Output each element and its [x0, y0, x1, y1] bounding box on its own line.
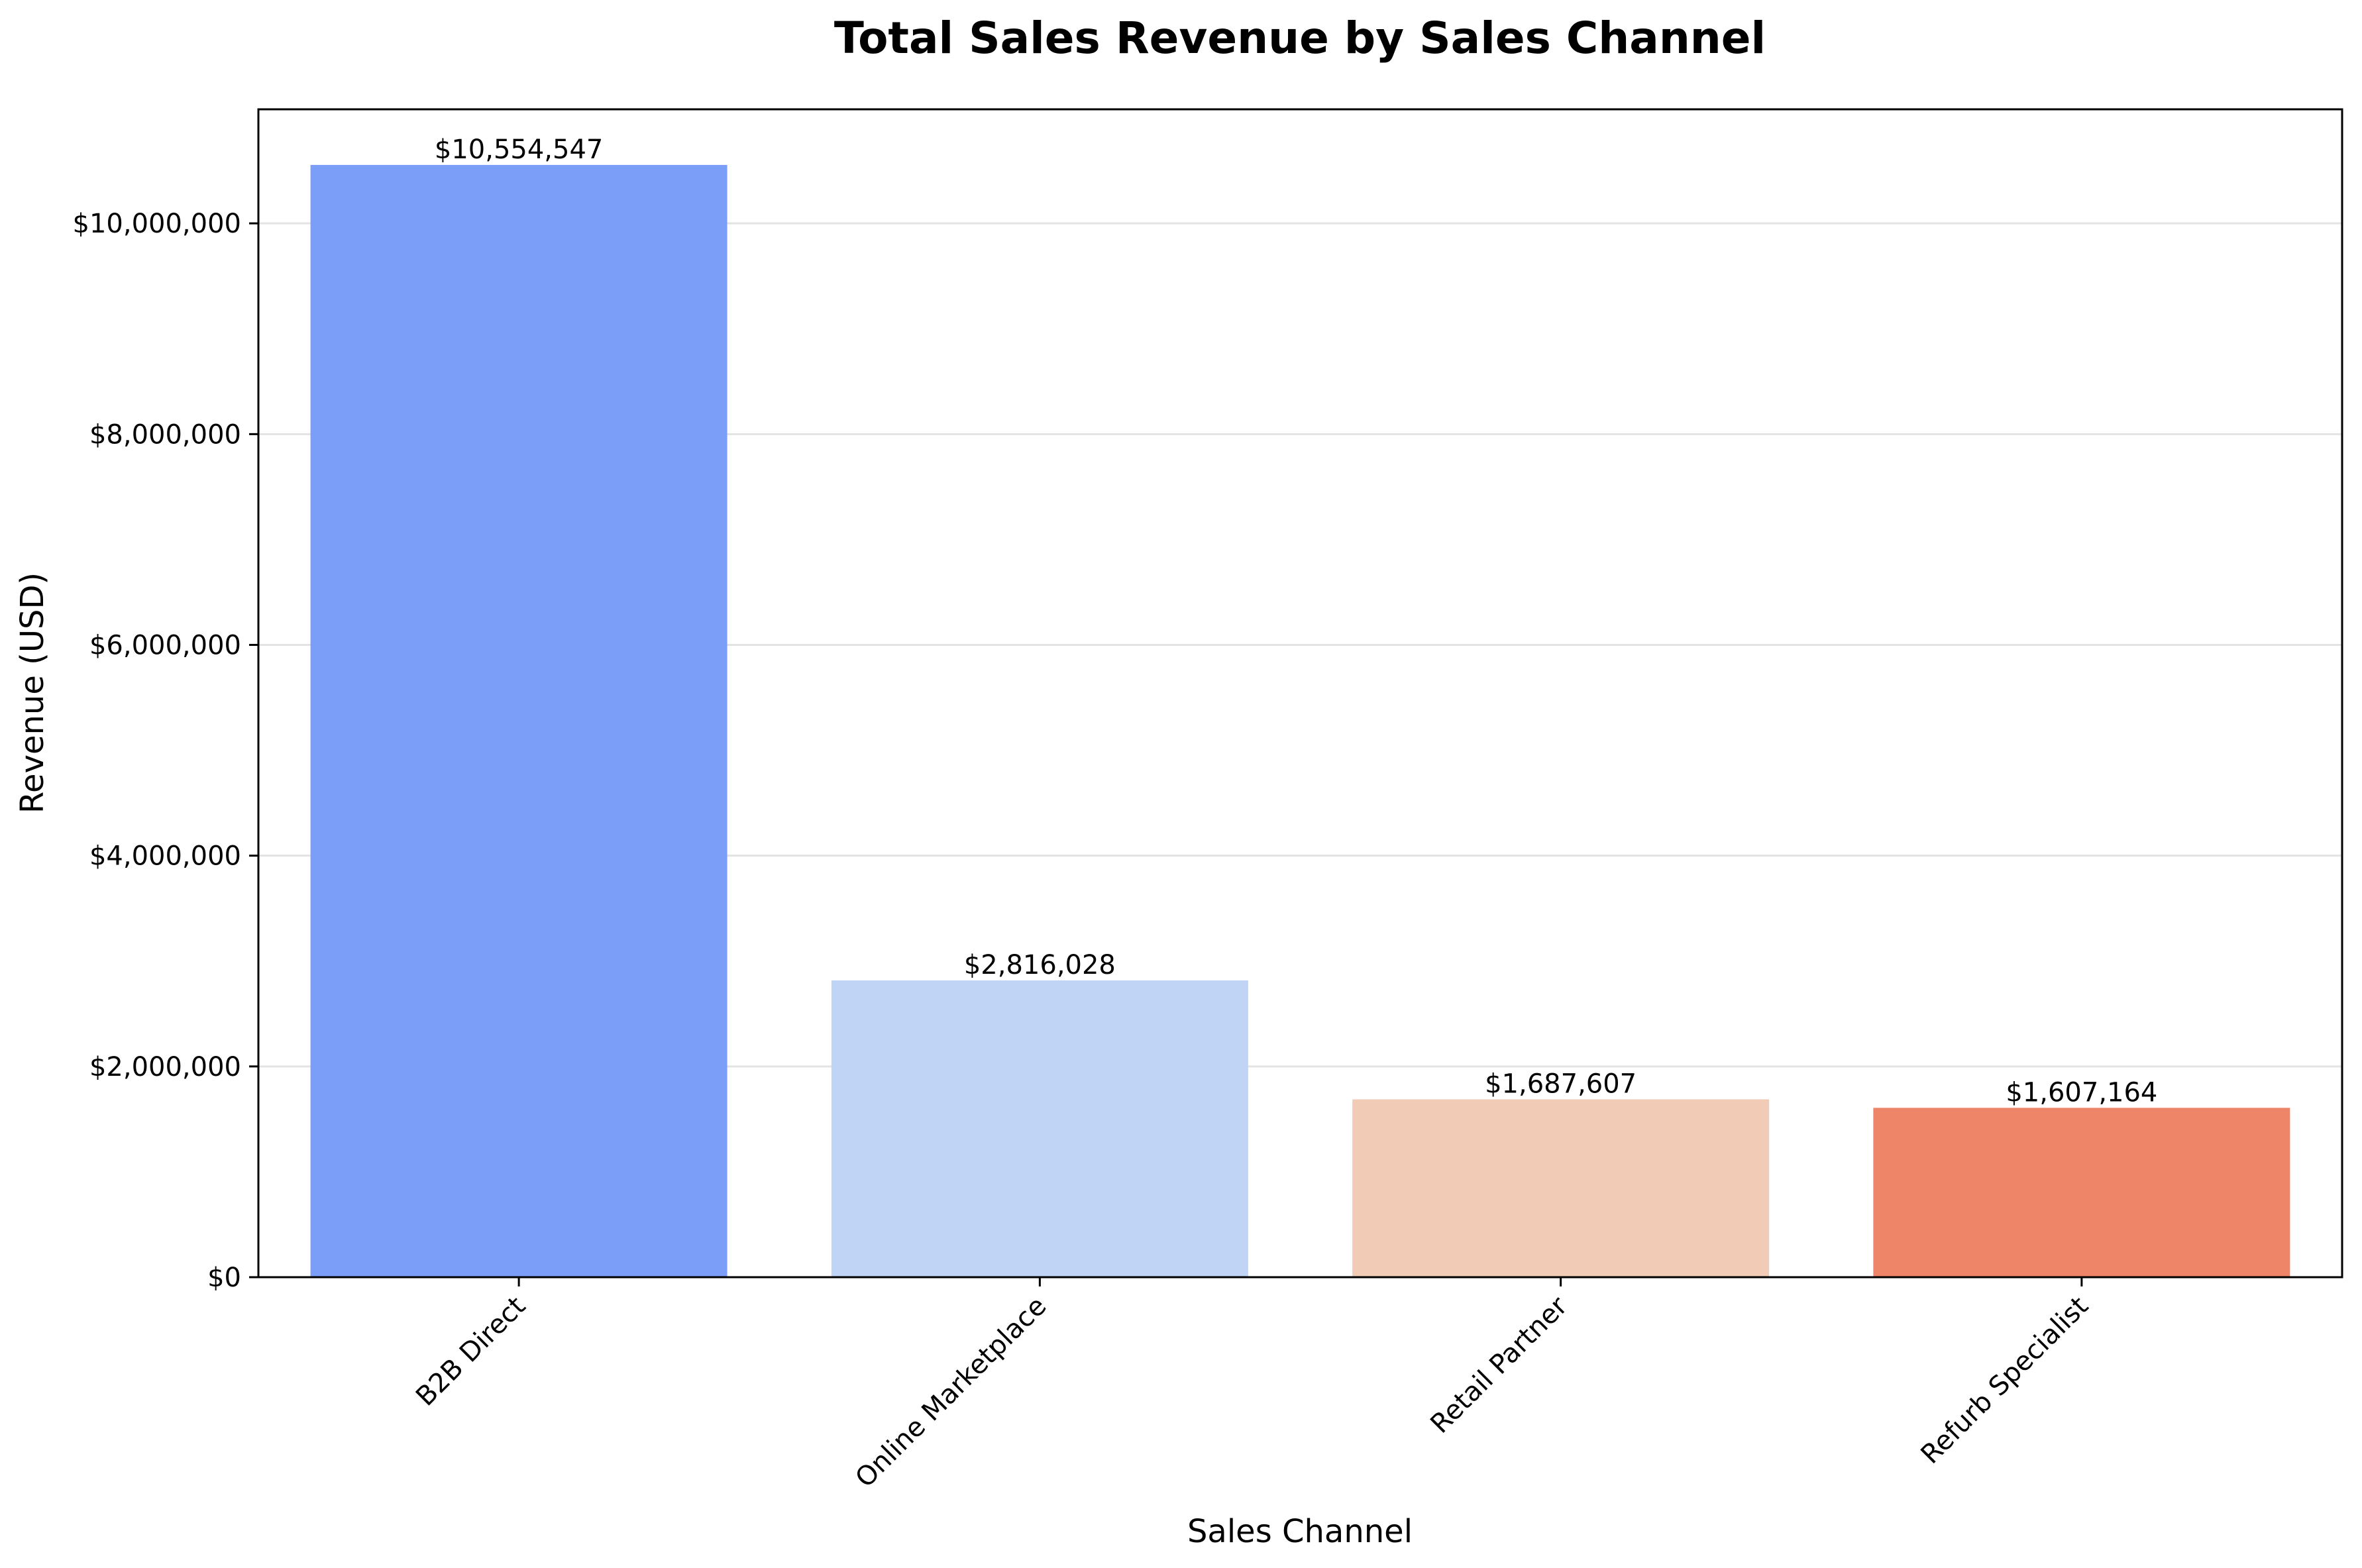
bar-value-label: $10,554,547 — [435, 134, 603, 165]
y-tick-label: $4,000,000 — [89, 841, 241, 872]
plot-frame — [257, 108, 2343, 1279]
bar — [1352, 1099, 1770, 1277]
bar — [1873, 1108, 2290, 1277]
y-tick-label: $6,000,000 — [89, 631, 241, 661]
bar-value-label: $1,687,607 — [1485, 1069, 1637, 1100]
y-tick-label: $2,000,000 — [89, 1052, 241, 1082]
chart-title: Total Sales Revenue by Sales Channel — [834, 13, 1766, 64]
y-tick-label: $0 — [207, 1263, 241, 1293]
y-tick-label: $10,000,000 — [73, 209, 241, 239]
bar-value-label: $1,607,164 — [2006, 1077, 2157, 1108]
bar-value-label: $2,816,028 — [964, 950, 1116, 980]
x-axis-label: Sales Channel — [1187, 1513, 1413, 1550]
bar — [310, 164, 727, 1277]
bar — [831, 980, 1248, 1277]
bar-value-labels: $10,554,547 $2,816,028 $1,687,607 $1,607,16… — [435, 134, 2158, 1108]
y-axis-label: Revenue (USD) — [14, 572, 51, 813]
y-tick-label: $8,000,000 — [89, 419, 241, 450]
y-axis-ticks: $0 $2,000,000 $4,000,000 $6,000,000 $8,000,0… — [73, 209, 258, 1293]
bars — [310, 164, 2290, 1277]
